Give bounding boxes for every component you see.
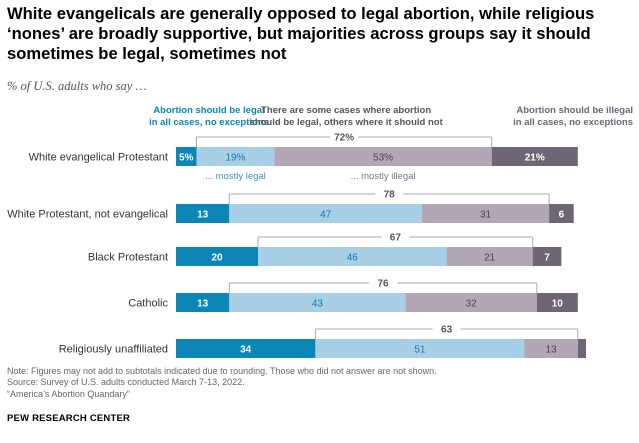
bar-value-label: 20	[211, 253, 223, 264]
bar-segment-mostly_illegal	[274, 147, 492, 166]
bar-value-label: 21%	[525, 153, 545, 164]
category-label: Catholic	[128, 298, 168, 310]
bar-segment-legal_all	[176, 339, 316, 358]
bar-value-label: 21	[484, 253, 496, 264]
note-line: Note: Figures may not add to subtotals i…	[7, 366, 437, 376]
bar-value-label: 34	[240, 345, 252, 356]
bar-segment-mostly_legal	[315, 339, 525, 358]
chart-notes: Note: Figures may not add to subtotals i…	[7, 366, 437, 400]
bar-segment-mostly_illegal	[446, 247, 533, 266]
legend-illegal-all-label: Abortion should be illegal	[516, 105, 633, 116]
bar-value-label: 32	[466, 299, 478, 310]
chart-title: White evangelicals are generally opposed…	[7, 4, 595, 63]
legend-legal-all-label: Abortion should be legal	[153, 105, 264, 116]
bar-value-label: 46	[347, 253, 359, 264]
legend-legal-all-label: in all cases, no exceptions	[149, 117, 269, 128]
bar-segment-illegal_all	[549, 204, 574, 223]
bar-value-label: 10	[552, 299, 564, 310]
bar-value-label: 43	[312, 299, 324, 310]
bar-value-label: 2	[587, 345, 593, 356]
bar-segment-legal_all	[176, 147, 197, 166]
bar-segment-illegal_all	[532, 247, 562, 266]
bar-segment-mostly_legal	[258, 247, 447, 266]
source-line: Source: Survey of U.S. adults conducted …	[7, 377, 245, 388]
bar-value-label: 53%	[373, 153, 393, 164]
category-label: White Protestant, not evangelical	[7, 209, 168, 221]
legend-mostly-legal-label: ... mostly legal	[205, 171, 266, 182]
chart-subtitle: % of U.S. adults who say …	[7, 79, 147, 93]
category-label: Religiously unaffiliated	[59, 344, 168, 356]
category-label: Black Protestant	[88, 252, 168, 264]
bar-segment-mostly_illegal	[422, 204, 550, 223]
bar-value-label: 13	[197, 299, 209, 310]
bar-value-label: 19%	[225, 153, 245, 164]
bar-segment-legal_all	[176, 247, 258, 266]
report-title-line: “America’s Abortion Quandary”	[7, 388, 130, 399]
bar-value-label: 7	[544, 253, 550, 264]
bar-segment-mostly_legal	[229, 293, 406, 312]
bar-segment-illegal_all	[577, 339, 586, 358]
legend-mostly-illegal-label: ... mostly illegal	[351, 171, 416, 182]
bar-segment-mostly_illegal	[524, 339, 578, 358]
brand-label: PEW RESEARCH CENTER	[7, 413, 131, 424]
bar-value-label: 47	[320, 210, 332, 221]
bar-segment-legal_all	[176, 293, 230, 312]
legend-middle-label: should be legal, others where it should …	[250, 117, 444, 128]
bar-value-label: 13	[197, 210, 209, 221]
subtotal-label: 76	[377, 279, 389, 290]
subtotal-label: 78	[384, 190, 396, 201]
bar-segment-illegal_all	[536, 293, 578, 312]
bar-segment-illegal_all	[491, 147, 578, 166]
bar-segment-mostly_illegal	[405, 293, 537, 312]
category-label: White evangelical Protestant	[29, 152, 168, 164]
bar-value-label: 51	[414, 345, 426, 356]
bar-value-label: 6	[559, 210, 565, 221]
subtotal-label: 67	[390, 233, 402, 244]
bar-segment-legal_all	[176, 204, 230, 223]
legend-middle-label: There are some cases where abortion	[261, 105, 431, 116]
subtotal-label: 63	[441, 325, 453, 336]
legend-illegal-all-label: in all cases, no exceptions	[513, 117, 633, 128]
bar-value-label: 5%	[179, 153, 194, 164]
bar-segment-mostly_legal	[196, 147, 275, 166]
bar-value-label: 31	[480, 210, 492, 221]
bar-segment-mostly_legal	[229, 204, 422, 223]
subtotal-label: 72%	[334, 133, 354, 144]
bar-value-label: 13	[546, 345, 558, 356]
